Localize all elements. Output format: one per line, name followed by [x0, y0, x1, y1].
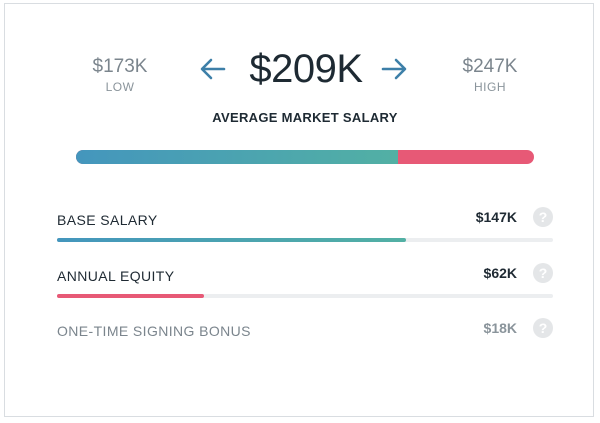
annual-equity-value: $62K [483, 265, 517, 281]
salary-composition-base-fill [76, 150, 398, 164]
base-salary-value: $147K [475, 209, 517, 225]
average-salary-label: AVERAGE MARKET SALARY [212, 110, 398, 125]
arrow-right-icon[interactable] [379, 55, 409, 83]
annual-equity-label: ANNUAL EQUITY [57, 268, 175, 284]
breakdown-row-annual-equity: ANNUAL EQUITY $62K ? [57, 256, 553, 306]
annual-equity-fill [57, 294, 205, 298]
high-salary-label: HIGH [474, 80, 506, 94]
average-salary-value: $209K [249, 47, 363, 91]
low-salary: $173K LOW [75, 56, 165, 95]
base-salary-label: BASE SALARY [57, 212, 158, 228]
high-salary: $247K HIGH [445, 56, 535, 95]
annual-equity-track [57, 294, 553, 298]
breakdown-row-base-salary: BASE SALARY $147K ? [57, 200, 553, 250]
question-icon[interactable]: ? [533, 318, 553, 338]
signing-bonus-value: $18K [483, 320, 517, 336]
salary-card: $173K LOW $209K $247K HIGH AVERAGE MARKE… [4, 3, 594, 417]
question-icon[interactable]: ? [533, 263, 553, 283]
question-icon[interactable]: ? [533, 207, 553, 227]
salary-composition-bar [76, 150, 534, 164]
signing-bonus-label: ONE-TIME SIGNING BONUS [57, 323, 251, 339]
low-salary-label: LOW [105, 80, 135, 94]
low-salary-value: $173K [92, 56, 148, 77]
base-salary-track [57, 238, 553, 242]
breakdown-row-signing-bonus: ONE-TIME SIGNING BONUS $18K ? [57, 311, 553, 361]
base-salary-fill [57, 238, 406, 242]
high-salary-value: $247K [462, 56, 518, 77]
arrow-left-icon[interactable] [198, 55, 228, 83]
